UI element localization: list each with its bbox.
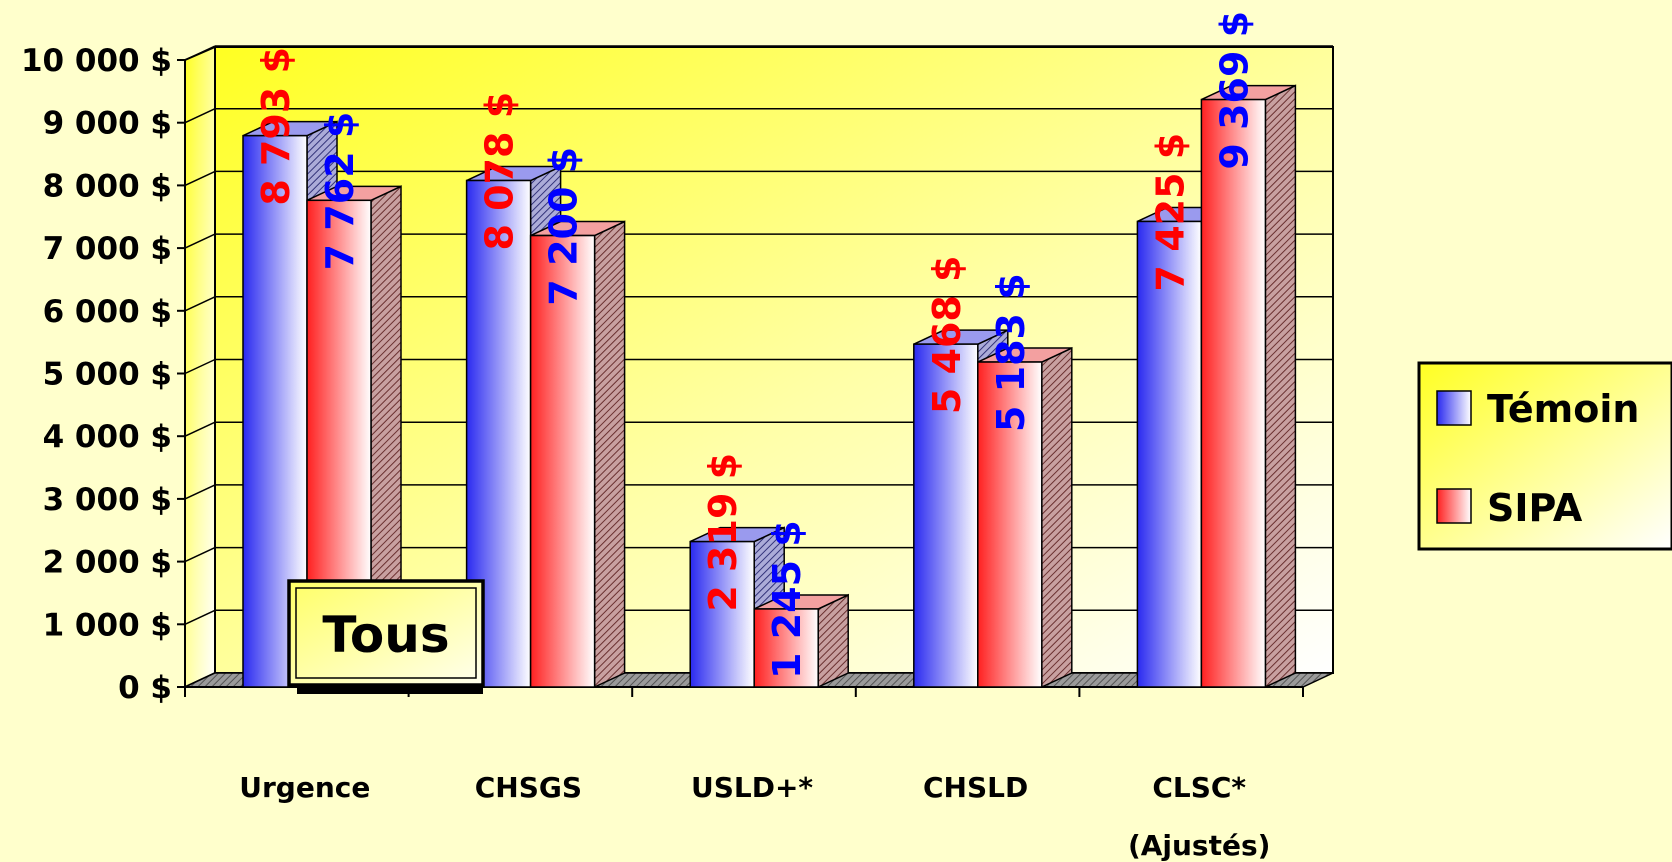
bar-sipa-1	[529, 220, 626, 689]
gridline-diag-10	[184, 45, 216, 61]
legend-swatch-temoin	[1436, 390, 1472, 426]
legend: Témoin SIPA	[1417, 361, 1672, 551]
bar-side	[593, 220, 626, 689]
data-label-0-1: 8 078 $	[478, 92, 522, 251]
data-label-1-1: 7 200 $	[542, 147, 586, 306]
data-label-1-3: 5 183 $	[989, 273, 1033, 432]
x-tick-label-4: CLSC*	[1152, 771, 1246, 804]
bar-sipa-4	[1200, 84, 1297, 689]
data-labels: 8 793 $ 7 762 $ 8 078 $ 7 200 $ 2 319 $ 1 245…	[254, 11, 1256, 679]
bar-front	[1136, 220, 1203, 688]
gridline-diag-5	[184, 358, 216, 375]
data-label-0-4: 7 425 $	[1148, 133, 1192, 292]
bar-front	[689, 540, 755, 688]
x-tick-label-1: CHSGS	[475, 771, 582, 804]
data-label-1-2: 1 245 $	[765, 520, 809, 679]
bar-front	[529, 234, 596, 688]
y-tick-label-2: 2 000 $	[43, 545, 172, 581]
bar-front	[1200, 98, 1267, 688]
legend-item-sipa: SIPA	[1436, 486, 1583, 530]
y-tick-label-7: 7 000 $	[43, 231, 172, 267]
gridline-diag-2	[184, 546, 216, 563]
bars	[242, 84, 1297, 689]
y-tick-label-8: 8 000 $	[43, 168, 172, 204]
bar-sipa-3	[977, 346, 1073, 689]
y-axis: 0 $ 1 000 $ 2 000 $ 3 000 $ 4 000 $ 5 000 $ 6 …	[21, 43, 186, 706]
x-tick-label-3: CHSLD	[923, 771, 1028, 804]
bar-front	[977, 361, 1043, 688]
gridline-diag-4	[184, 421, 216, 437]
y-tick-label-5: 5 000 $	[43, 357, 172, 393]
gridline-diag-7	[184, 233, 216, 249]
bar-side	[1041, 346, 1073, 689]
gridline-diag-1	[184, 609, 216, 625]
y-tick-label-3: 3 000 $	[43, 482, 172, 518]
bar-front	[913, 343, 979, 688]
bar-sipa-2	[753, 593, 849, 689]
bar-side	[1264, 84, 1297, 689]
bar-side	[817, 593, 849, 689]
gridline-diag-3	[184, 484, 216, 500]
annotation-text: Tous	[322, 606, 449, 664]
gridline-diag-6	[184, 296, 216, 312]
y-tick-label-9: 9 000 $	[43, 106, 172, 142]
y-tick-label-6: 6 000 $	[43, 294, 172, 330]
gridline-diag-8	[184, 170, 216, 187]
y-tick-label-1: 1 000 $	[43, 607, 172, 643]
x-tick-label-0: Urgence	[239, 771, 370, 804]
x-axis: Urgence CHSGS USLD+* CHSLD CLSC* (Ajustés)	[184, 686, 1304, 862]
bar-front	[753, 608, 819, 688]
data-label-0-2: 2 319 $	[701, 453, 745, 612]
x-tick-sublabel-4: (Ajustés)	[1128, 829, 1271, 862]
data-label-1-4: 9 369 $	[1212, 11, 1256, 170]
legend-swatch-sipa	[1436, 488, 1472, 524]
data-label-0-0: 8 793 $	[254, 47, 298, 206]
legend-label-sipa: SIPA	[1487, 486, 1583, 530]
annotation-box: Tous	[287, 579, 485, 694]
gridline-diag-9	[184, 108, 216, 124]
y-tick-label-0: 0 $	[118, 670, 172, 706]
data-label-1-0: 7 762 $	[318, 112, 362, 271]
x-tick-label-2: USLD+*	[691, 771, 813, 804]
data-label-0-3: 5 468 $	[925, 255, 969, 414]
y-tick-label-10: 10 000 $	[21, 43, 172, 79]
legend-item-temoin: Témoin	[1436, 387, 1639, 431]
y-tick-label-4: 4 000 $	[43, 419, 172, 455]
legend-label-temoin: Témoin	[1487, 387, 1639, 431]
